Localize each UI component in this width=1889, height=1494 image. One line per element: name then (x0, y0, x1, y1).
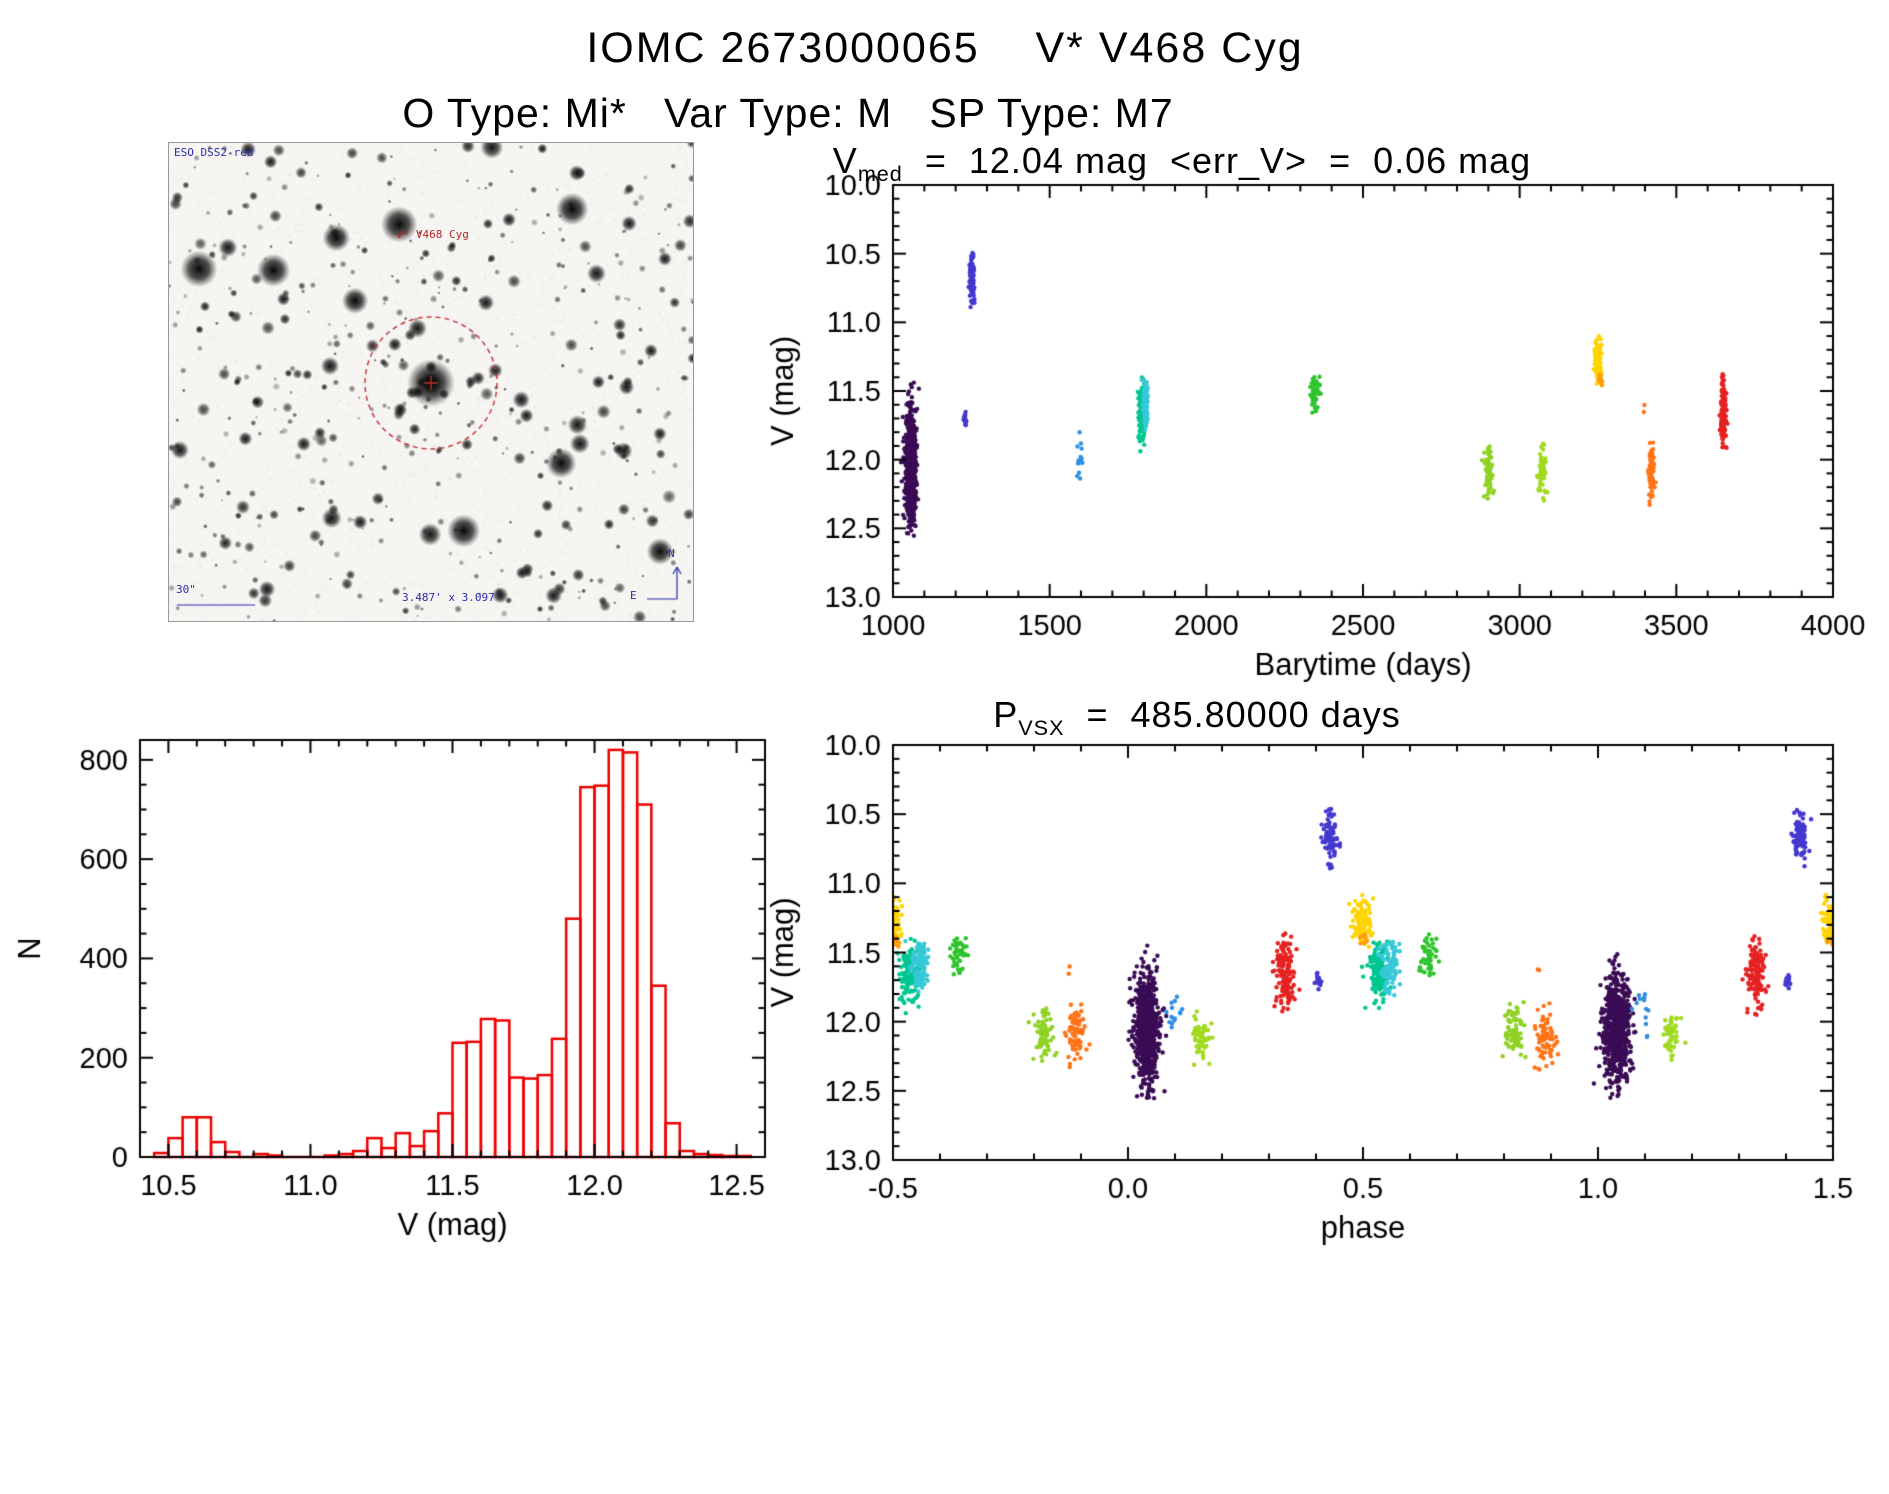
lightcurve-title-values: = 12.04 mag <err_V> = 0.06 mag (902, 140, 1532, 181)
phase-title-quantity: P (993, 694, 1019, 735)
lightcurve-title-subscript: med (857, 161, 903, 187)
finder-scale-label: 30" (176, 583, 196, 596)
page-subtitle: O Type: Mi* Var Type: M SP Type: M7 (402, 90, 1174, 136)
lightcurve-plot (755, 135, 1880, 685)
phase-title-values: = 485.80000 days (1064, 694, 1401, 735)
lightcurve-title: Vmed = 12.04 mag <err_V> = 0.06 mag (833, 140, 1531, 187)
finder-fov-label: 3.487' x 3.097' (402, 591, 502, 604)
finder-chart-image (168, 142, 694, 622)
phase-title: PVSX = 485.80000 days (993, 694, 1400, 741)
finder-compass-east-label: E (630, 589, 637, 602)
phase-plot (755, 700, 1880, 1260)
histogram-plot (0, 700, 810, 1260)
page-title: IOMC 2673000065 V* V468 Cyg (586, 24, 1304, 72)
finder-star-label: V* V468 Cyg (396, 228, 469, 241)
lightcurve-title-quantity: V (832, 140, 858, 181)
finder-survey-label: ESO DSS2-red (174, 146, 254, 159)
phase-title-subscript: VSX (1018, 715, 1065, 741)
finder-compass-north-label: N (668, 547, 675, 560)
